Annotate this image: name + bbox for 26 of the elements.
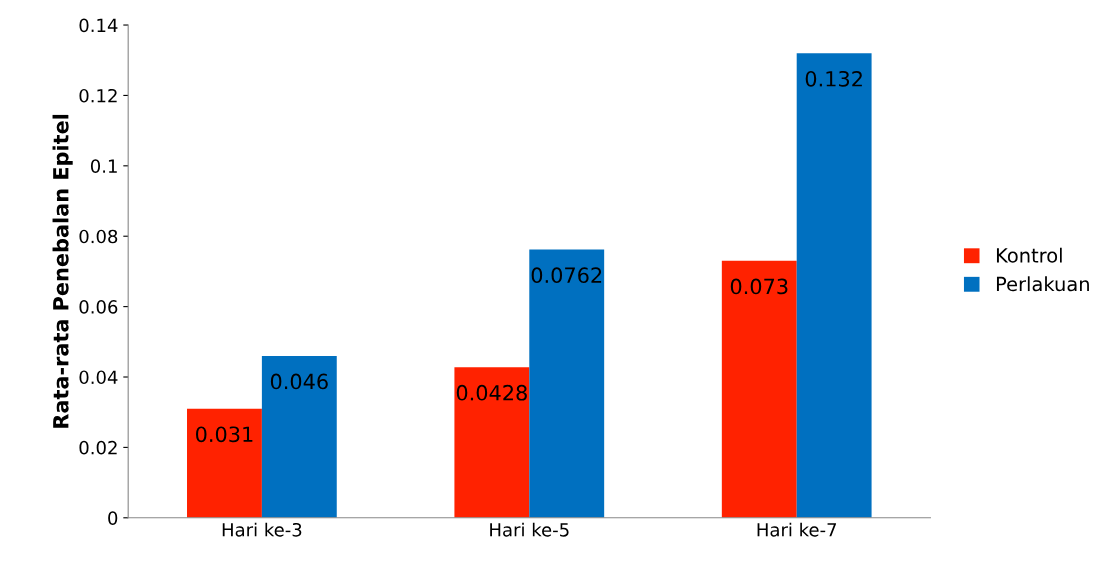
data-label: 0.0762	[531, 267, 602, 284]
data-label: 0.031	[196, 426, 253, 443]
y-tick-label: 0.06	[79, 300, 118, 314]
x-tick-label: Hari ke-7	[757, 522, 837, 537]
bar	[454, 367, 530, 518]
bar	[261, 355, 337, 518]
x-tick-label: Hari ke-3	[222, 522, 302, 537]
x-tick-label: Hari ke-5	[490, 522, 569, 537]
bar	[796, 53, 872, 518]
bar	[529, 249, 605, 518]
y-tick-label: 0.02	[79, 440, 117, 455]
y-tick-label: 0.04	[79, 370, 118, 385]
data-label: 0.046	[270, 373, 328, 390]
y-tick-label: 0.12	[79, 88, 117, 103]
y-tick-label: 0	[108, 511, 118, 525]
legend-label: Kontrol	[996, 247, 1062, 263]
data-label: 0.073	[730, 278, 788, 295]
bar	[721, 260, 797, 518]
bar	[187, 408, 262, 518]
y-tick-label: 0.14	[79, 18, 118, 33]
y-axis-title: Rata-rata Penebalan Epitel	[52, 114, 73, 428]
data-label: 0.0428	[456, 384, 527, 401]
data-label: 0.132	[805, 70, 862, 87]
y-tick-label: 0.08	[79, 229, 118, 244]
legend-label: Perlakuan	[996, 276, 1089, 292]
y-tick-label: 0.1	[90, 159, 117, 173]
